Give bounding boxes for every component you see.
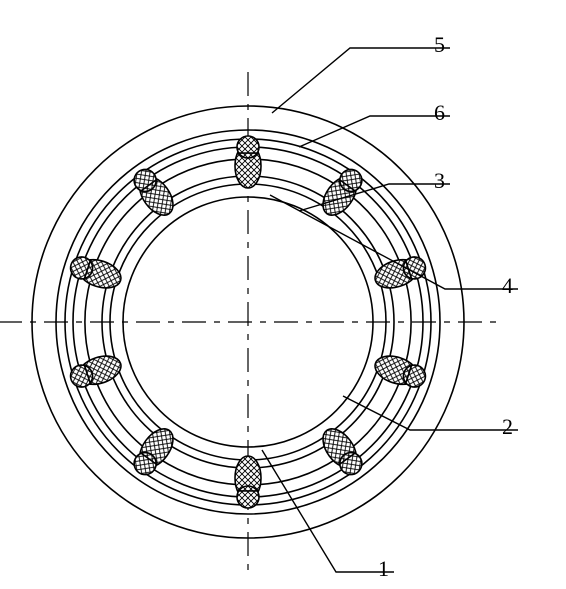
cage-arc: [96, 380, 146, 448]
callout-label: 1: [378, 556, 389, 581]
leader-line: [343, 396, 498, 430]
callout-label: 5: [434, 32, 445, 57]
cage-arc: [159, 459, 239, 485]
pin: [128, 164, 180, 221]
cage-arc: [96, 195, 146, 263]
pin: [235, 456, 261, 508]
cage-arc: [405, 280, 411, 364]
cage-arc: [351, 380, 401, 448]
cage-arc: [257, 459, 337, 485]
cage-arc: [351, 195, 401, 263]
pin: [128, 423, 180, 480]
leader-line: [272, 48, 430, 113]
pin-head: [237, 136, 259, 158]
pin: [235, 136, 261, 188]
leader-line: [299, 116, 430, 147]
callout-label: 4: [502, 273, 513, 298]
callout-label: 3: [434, 168, 445, 193]
cage-arc: [257, 159, 337, 185]
pin-head: [237, 486, 259, 508]
cage-arc: [85, 280, 91, 364]
callout-label: 6: [434, 100, 445, 125]
cage-arc: [159, 159, 239, 185]
pin: [316, 423, 368, 480]
callout-label: 2: [502, 414, 513, 439]
